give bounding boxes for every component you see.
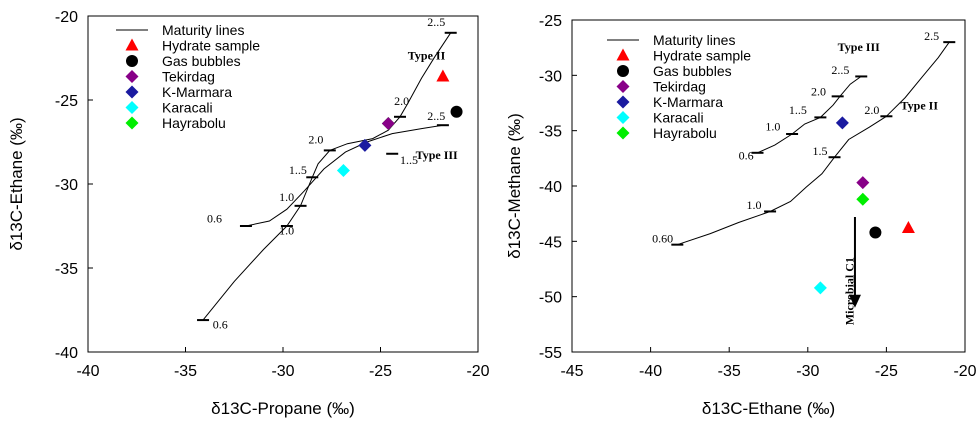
legend-marker xyxy=(126,55,138,67)
x-tick-label: -25 xyxy=(369,363,392,380)
y-tick-label: -35 xyxy=(55,261,78,278)
x-axis-title: δ13C-Ethane (‰) xyxy=(702,399,835,418)
maturity-label: 1.5 xyxy=(813,144,828,158)
y-tick-label: -25 xyxy=(55,93,78,110)
data-point-hydrate-sample xyxy=(436,69,450,82)
maturity-label: 1.0 xyxy=(765,120,780,134)
maturity-label: 2.5 xyxy=(924,29,939,43)
maturity-label: 0.6 xyxy=(739,148,754,162)
plot-frame xyxy=(87,15,479,353)
legend-label: Maturity lines xyxy=(162,22,244,38)
legend-label: Karacali xyxy=(653,110,704,126)
type-annotation: Type II xyxy=(901,99,939,113)
y-tick-label: -20 xyxy=(55,9,78,26)
maturity-label: 2..5 xyxy=(427,15,445,29)
plot-frame xyxy=(571,19,966,353)
maturity-label: 2..5 xyxy=(831,63,849,77)
data-point-karacali xyxy=(336,164,350,178)
y-axis-title: δ13C-Methane (‰) xyxy=(505,113,524,259)
chart-right-ethane-vs-methane: -45 -40 -35 -30 -25 -20 -55 -50 -45 -40 -35 -30 -25 δ… xyxy=(505,13,977,418)
data-point-gas-bubbles xyxy=(450,105,463,118)
legend-marker xyxy=(125,116,139,130)
maturity-line-type-iii xyxy=(757,75,862,154)
x-tick-label: -40 xyxy=(639,363,662,380)
microbial-arrow-head xyxy=(848,294,861,308)
maturity-line-type-ii xyxy=(202,32,452,321)
legend-marker xyxy=(125,70,139,83)
y-axis-title: δ13C-Ethane (‰) xyxy=(7,117,26,250)
maturity-label: 1..5 xyxy=(289,163,307,177)
legend-label: Hydrate sample xyxy=(162,38,260,54)
legend-marker xyxy=(125,85,139,99)
legend-marker xyxy=(616,48,630,61)
y-tick-label: -30 xyxy=(539,68,562,85)
maturity-label: 1..5 xyxy=(789,103,807,117)
maturity-label: 0.6 xyxy=(213,317,228,331)
data-point-karacali xyxy=(813,281,827,295)
legend-label: Tekirdag xyxy=(162,69,215,85)
legend-label: Hydrate sample xyxy=(653,48,751,64)
legend-label: K-Marmara xyxy=(653,94,723,110)
x-tick-label: -20 xyxy=(466,363,489,380)
y-tick-label: -55 xyxy=(539,345,562,362)
x-tick-label: -25 xyxy=(875,363,898,380)
data-point-hayrabolu xyxy=(856,192,870,206)
type-annotation: Type III xyxy=(838,40,880,54)
maturity-label: 2.0 xyxy=(394,94,409,108)
maturity-line-type-iii xyxy=(245,124,443,227)
legend-marker xyxy=(125,101,139,114)
maturity-label: 1.0 xyxy=(279,223,294,237)
maturity-label: 0.6 xyxy=(207,212,222,226)
legend-label: Karacali xyxy=(162,100,213,116)
legend-label: Gas bubbles xyxy=(162,53,241,69)
legend-marker xyxy=(616,95,630,109)
legend-label: K-Marmara xyxy=(162,84,232,100)
data-point-tekirdag xyxy=(381,117,395,131)
maturity-label: 1..5 xyxy=(400,153,418,167)
data-point-gas-bubbles xyxy=(869,226,882,239)
legend-marker xyxy=(616,80,630,93)
y-tick-label: -30 xyxy=(55,177,78,194)
maturity-label: 2..5 xyxy=(427,109,445,123)
maturity-label: 2.0 xyxy=(864,103,879,117)
y-tick-label: -25 xyxy=(539,13,562,30)
legend-label: Maturity lines xyxy=(653,32,735,48)
legend-marker xyxy=(125,38,139,51)
x-tick-label: -35 xyxy=(174,363,197,380)
type-annotation: Microbial C1 xyxy=(842,257,856,325)
maturity-label: 1.0 xyxy=(746,198,761,212)
legend-label: Hayrabolu xyxy=(162,115,226,131)
maturity-label: 2.0 xyxy=(811,84,826,98)
x-tick-label: -45 xyxy=(560,363,583,380)
legend-marker xyxy=(616,111,630,124)
y-tick-label: -35 xyxy=(539,124,562,141)
x-tick-label: -30 xyxy=(796,363,819,380)
y-tick-label: -40 xyxy=(539,179,562,196)
legend-label: Tekirdag xyxy=(653,79,706,95)
maturity-label: 1.0 xyxy=(279,190,294,204)
type-annotation: Type II xyxy=(408,49,446,63)
data-point-tekirdag xyxy=(856,176,870,190)
x-tick-label: -30 xyxy=(271,363,294,380)
legend-marker xyxy=(617,65,629,77)
type-annotation: Type III xyxy=(416,148,458,162)
data-point-k-marmara xyxy=(358,138,372,152)
x-axis-title: δ13C-Propane (‰) xyxy=(211,399,355,418)
maturity-label: 0.60 xyxy=(652,231,673,245)
data-point-hydrate-sample xyxy=(901,221,915,234)
legend-label: Gas bubbles xyxy=(653,63,732,79)
x-tick-label: -20 xyxy=(953,363,976,380)
maturity-label: 2.0 xyxy=(308,133,323,147)
x-tick-label: -40 xyxy=(76,363,99,380)
y-tick-label: -40 xyxy=(55,345,78,362)
y-tick-label: -50 xyxy=(539,290,562,307)
legend-marker xyxy=(616,126,630,140)
y-tick-label: -45 xyxy=(539,234,562,251)
x-tick-label: -35 xyxy=(718,363,741,380)
chart-left-propane-vs-ethane: -40 -35 -30 -25 -20 -40 -35 -30 -25 -20 δ13C-Propa… xyxy=(7,9,490,418)
data-point-k-marmara xyxy=(835,116,849,130)
legend-label: Hayrabolu xyxy=(653,125,717,141)
